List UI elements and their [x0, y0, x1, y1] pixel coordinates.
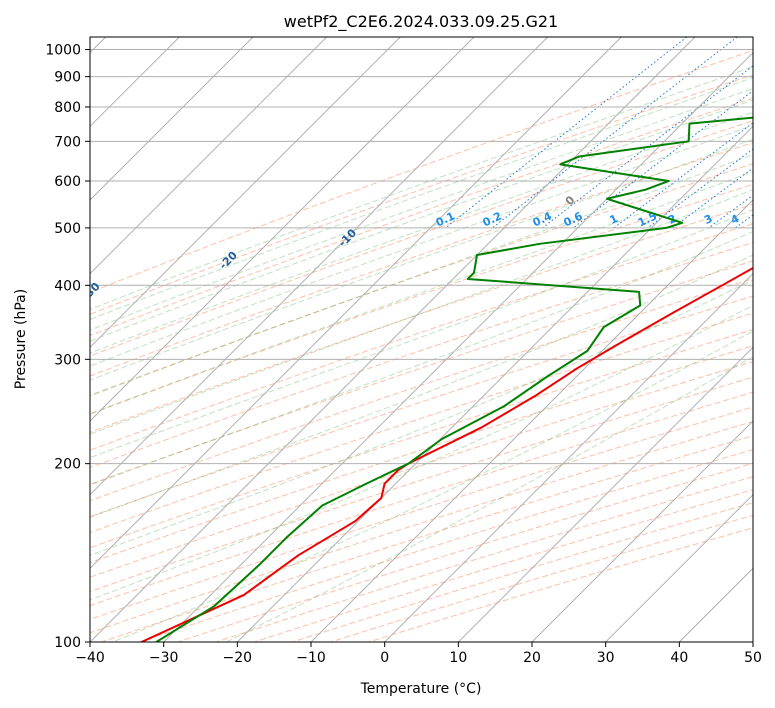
- x-tick-label: 10: [449, 650, 467, 666]
- y-axis-ticks: 1000 900 800 700 600 500 400 300 200 100: [45, 43, 90, 651]
- sounding-profiles: [141, 116, 753, 642]
- isotherm-line: [310, 199, 753, 642]
- plot-frame: [89, 36, 754, 643]
- isotherm-line: [163, 51, 753, 642]
- y-tick-label: 900: [54, 70, 81, 86]
- isotherm-line: [605, 493, 753, 642]
- x-tick-label: −10: [296, 650, 326, 666]
- x-tick-label: 0: [380, 650, 389, 666]
- moist-adiabat-line: [90, 138, 753, 381]
- y-tick-label: 800: [54, 100, 81, 116]
- moist-adiabat-line: [90, 153, 753, 397]
- x-tick-label: −40: [75, 650, 105, 666]
- moist-adiabat-line: [90, 99, 753, 342]
- x-tick-label: 40: [670, 650, 688, 666]
- moist-adiabat-line: [90, 170, 753, 415]
- dry-adiabat-line: [90, 376, 753, 593]
- isotherm-line: [384, 272, 753, 642]
- dry-adiabat-line: [90, 183, 753, 415]
- moist-adiabat-line: [90, 304, 753, 601]
- moist-adiabat-label: 10: [750, 160, 770, 180]
- mixing-ratio-line: [492, 37, 738, 229]
- x-tick-label: 30: [597, 650, 615, 666]
- y-tick-label: 300: [54, 352, 81, 368]
- isotherm-line: [90, 37, 328, 275]
- isotherm-line: [90, 37, 254, 201]
- y-tick-label: 400: [54, 278, 81, 294]
- moist-adiabat-line: [90, 279, 753, 556]
- x-tick-label: 20: [523, 650, 541, 666]
- y-tick-label: 200: [54, 457, 81, 473]
- x-tick-label: −30: [149, 650, 179, 666]
- temperature-profile-line: [141, 266, 753, 642]
- y-tick-label: 100: [54, 635, 81, 651]
- mixing-ratio-lines: [445, 37, 753, 229]
- dry-adiabat-line: [90, 361, 753, 578]
- dry-adiabat-line: [90, 278, 753, 502]
- isotherm-line: [90, 37, 696, 642]
- dry-adiabat-line: [90, 50, 753, 293]
- y-tick-label: 1000: [45, 43, 81, 59]
- x-tick-label: 50: [744, 650, 762, 666]
- isobar-gridlines: [90, 49, 753, 642]
- isotherm-line: [90, 37, 401, 349]
- y-tick-label: 500: [54, 221, 81, 237]
- isotherm-line: [90, 37, 475, 422]
- isotherm-line: [90, 37, 622, 570]
- moist-adiabat-line: [112, 330, 753, 642]
- mixing-ratio-line: [613, 122, 753, 229]
- dry-adiabat-line: [90, 142, 753, 377]
- chart-title: wetPf2_C2E6.2024.033.09.25.G21: [284, 12, 558, 32]
- isotherm-line: [236, 125, 753, 642]
- y-tick-label: 600: [54, 174, 81, 190]
- skewed-isotherms: [90, 37, 753, 642]
- x-tick-label: −20: [223, 650, 253, 666]
- dry-adiabat-line: [90, 223, 753, 451]
- isotherm-line: [457, 346, 753, 642]
- dry-adiabat-line: [90, 163, 753, 396]
- dry-adiabat-line: [90, 260, 753, 485]
- y-axis-label: Pressure (hPa): [13, 289, 29, 389]
- isotherm-line: [531, 420, 753, 642]
- x-axis-label: Temperature (°C): [360, 681, 482, 697]
- dewpoint-profile-line: [155, 116, 753, 642]
- mixing-ratio-line: [445, 37, 688, 229]
- moist-adiabat-line: [90, 87, 753, 331]
- mixing-ratio-line: [542, 65, 753, 229]
- x-axis-ticks: −40 −30 −20 −10 0 10 20 30 40 50: [75, 642, 762, 666]
- moist-adiabats: [90, 66, 753, 642]
- dry-adiabat-line: [90, 312, 753, 534]
- moist-adiabat-line: [90, 231, 753, 486]
- moist-adiabat-line: [90, 111, 753, 354]
- dry-adiabat-line: [90, 329, 753, 549]
- isotherm-line: [90, 37, 549, 496]
- y-tick-label: 700: [54, 134, 81, 150]
